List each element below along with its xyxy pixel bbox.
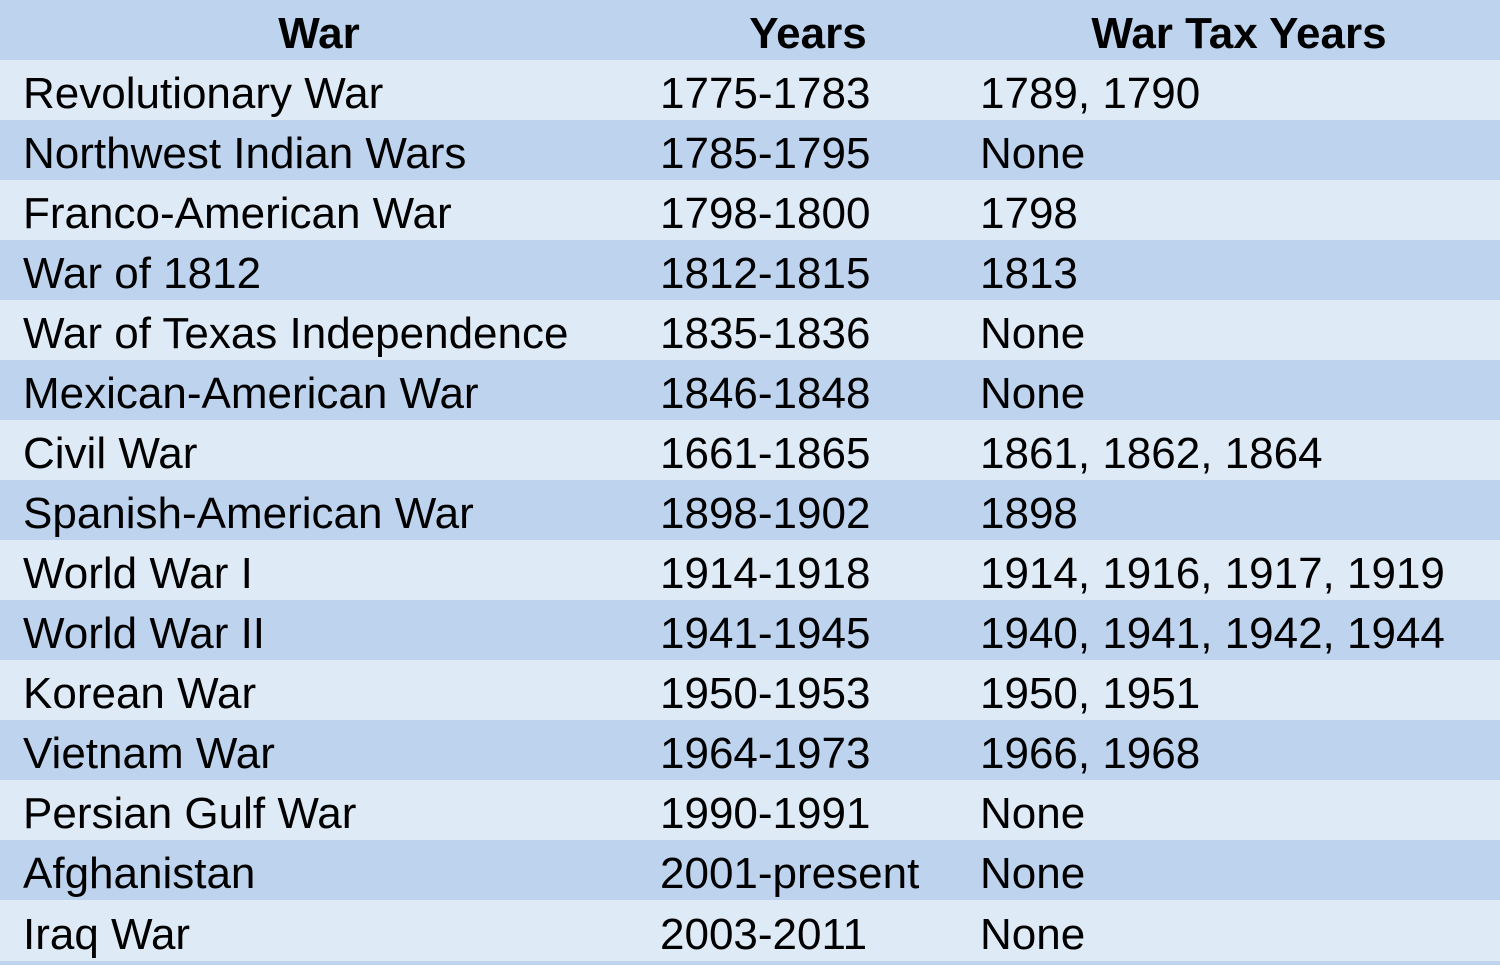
cell-war: Franco-American War bbox=[23, 189, 452, 238]
cell-war-tax-years: 1798 bbox=[980, 189, 1078, 238]
table-row: Franco-American War 1798-1800 1798 bbox=[0, 180, 1500, 240]
cell-war: Revolutionary War bbox=[23, 69, 384, 118]
table-row: Korean War 1950-1953 1950, 1951 bbox=[0, 660, 1500, 720]
table-row: Spanish-American War 1898-1902 1898 bbox=[0, 480, 1500, 540]
table-row: War of Texas Independence 1835-1836 None bbox=[0, 300, 1500, 360]
cell-years: 1812-1815 bbox=[660, 249, 871, 298]
cell-years: 1941-1945 bbox=[660, 609, 871, 658]
cell-war: Afghanistan bbox=[23, 849, 256, 898]
cell-war: Spanish-American War bbox=[23, 489, 474, 538]
cell-war-tax-years: None bbox=[980, 909, 1086, 959]
cell-war: Iraq War bbox=[23, 909, 191, 959]
cell-years: 1835-1836 bbox=[660, 309, 871, 358]
cell-years: 1798-1800 bbox=[660, 189, 871, 238]
table-row: Mexican-American War 1846-1848 None bbox=[0, 360, 1500, 420]
cell-war-tax-years: 1914, 1916, 1917, 1919 bbox=[980, 549, 1445, 598]
cell-war: Persian Gulf War bbox=[23, 789, 357, 838]
cell-war-tax-years: 1950, 1951 bbox=[980, 669, 1201, 718]
table-row: War of 1812 1812-1815 1813 bbox=[0, 240, 1500, 300]
table-row: World War I 1914-1918 1914, 1916, 1917, 19… bbox=[0, 540, 1500, 600]
cell-war-tax-years: 1813 bbox=[980, 249, 1078, 298]
table-body: Revolutionary War 1775-1783 1789, 1790 Nort… bbox=[0, 60, 1500, 961]
table-row: Iraq War 2003-2011 None bbox=[0, 900, 1500, 961]
cell-war: Civil War bbox=[23, 429, 198, 478]
cell-war: Vietnam War bbox=[23, 729, 275, 778]
cell-war-tax-years: None bbox=[980, 849, 1086, 898]
table-row: World War II 1941-1945 1940, 1941, 1942, 1… bbox=[0, 600, 1500, 660]
table-header-row: War Years War Tax Years bbox=[0, 0, 1500, 60]
cell-years: 1898-1902 bbox=[660, 489, 871, 538]
cell-war-tax-years: None bbox=[980, 309, 1086, 358]
cell-years: 1775-1783 bbox=[660, 69, 871, 118]
cell-years: 1846-1848 bbox=[660, 369, 871, 418]
cell-war-tax-years: None bbox=[980, 129, 1086, 178]
cell-years: 2003-2011 bbox=[660, 909, 868, 959]
cell-war-tax-years: None bbox=[980, 369, 1086, 418]
table-row: Vietnam War 1964-1973 1966, 1968 bbox=[0, 720, 1500, 780]
cell-war-tax-years: 1940, 1941, 1942, 1944 bbox=[980, 609, 1445, 658]
cell-years: 1990-1991 bbox=[660, 789, 871, 838]
cell-years: 1785-1795 bbox=[660, 129, 871, 178]
column-header-war: War bbox=[278, 9, 360, 58]
cell-war: War of 1812 bbox=[23, 249, 262, 298]
cell-years: 1950-1953 bbox=[660, 669, 871, 718]
column-header-war-tax-years: War Tax Years bbox=[1091, 9, 1387, 58]
table-row: Persian Gulf War 1990-1991 None bbox=[0, 780, 1500, 840]
table-row: Civil War 1661-1865 1861, 1862, 1864 bbox=[0, 420, 1500, 480]
cell-war: War of Texas Independence bbox=[23, 309, 569, 358]
cell-years: 1964-1973 bbox=[660, 729, 871, 778]
cell-war-tax-years: 1789, 1790 bbox=[980, 69, 1201, 118]
cell-war: Northwest Indian Wars bbox=[23, 129, 467, 178]
cell-years: 1661-1865 bbox=[660, 429, 871, 478]
table-row: Revolutionary War 1775-1783 1789, 1790 bbox=[0, 60, 1500, 120]
cell-war-tax-years: 1898 bbox=[980, 489, 1078, 538]
cell-war-tax-years: None bbox=[980, 789, 1086, 838]
cell-war: Korean War bbox=[23, 669, 257, 718]
cell-war: World War I bbox=[23, 549, 253, 598]
table-row: Afghanistan 2001-present None bbox=[0, 840, 1500, 900]
column-header-years: Years bbox=[749, 9, 867, 58]
table-row: Northwest Indian Wars 1785-1795 None bbox=[0, 120, 1500, 180]
cell-years: 1914-1918 bbox=[660, 549, 871, 598]
cell-war-tax-years: 1861, 1862, 1864 bbox=[980, 429, 1323, 478]
cell-years: 2001-present bbox=[660, 849, 920, 898]
cell-war-tax-years: 1966, 1968 bbox=[980, 729, 1201, 778]
cell-war: Mexican-American War bbox=[23, 369, 479, 418]
cell-war: World War II bbox=[23, 609, 266, 658]
